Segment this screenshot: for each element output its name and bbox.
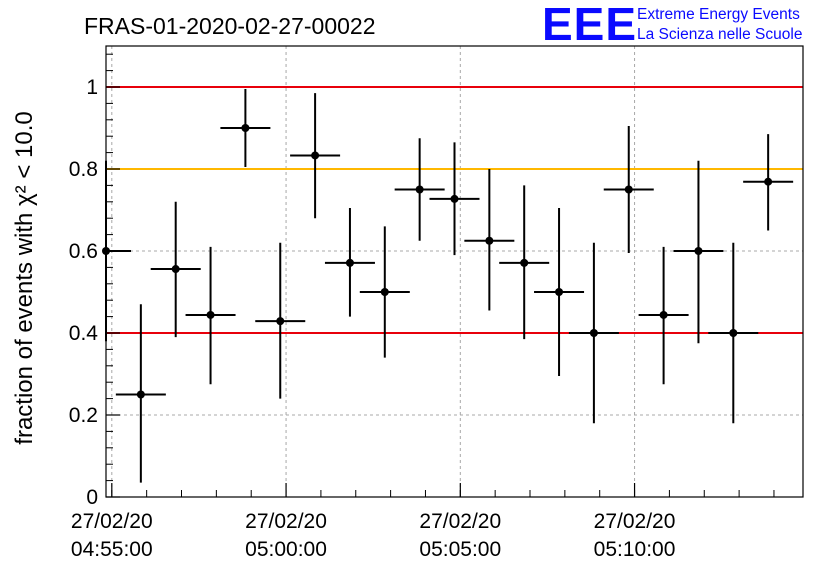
data-point [729,329,738,337]
data-point [764,177,773,186]
data-point [659,310,668,319]
data-point [624,185,633,194]
eee-logo: EEE Extreme Energy Events La Scienza nel… [542,0,802,50]
y-tick-label: 0.2 [69,404,98,427]
x-tick-date: 27/02/20 [245,510,327,533]
logo-line-2: La Scienza nelle Scuole [637,26,802,43]
data-point [450,194,459,203]
data-point [555,288,564,296]
x-tick-date: 27/02/20 [419,510,501,533]
logo-line-1: Extreme Energy Events [637,6,800,23]
x-tick-date: 27/02/20 [594,510,676,533]
y-tick-label: 0.8 [69,158,98,181]
x-tick-time: 05:05:00 [419,538,501,561]
data-point [694,247,703,255]
data-point [380,288,389,296]
data-point [206,310,215,319]
x-tick-time: 04:55:00 [71,538,153,561]
data-point [589,329,598,337]
y-axis-label: fraction of events with χ² < 10.0 [11,111,38,444]
data-point [241,124,250,132]
data-point [171,265,180,274]
data-point [136,390,145,399]
data-layer [102,89,794,483]
y-tick-label: 0.4 [69,322,99,345]
tick-layer: 0 0.2 0.4 0.6 0.8 1 27/02/20 04:55:00 27/02/20 05… [69,53,775,561]
data-point [311,151,320,160]
y-tick-label: 1 [86,76,98,99]
data-point [415,185,424,194]
y-tick-label: 0.6 [69,240,98,263]
chart-title: FRAS-01-2020-02-27-00022 [84,13,376,39]
data-point [485,236,494,245]
x-tick-time: 05:00:00 [245,538,327,561]
data-point [276,317,285,326]
data-point [345,258,354,267]
x-tick-date: 27/02/20 [71,510,153,533]
y-tick-label: 0 [86,486,98,509]
x-tick-time: 05:10:00 [594,538,676,561]
logo-text: EEE [542,0,637,50]
data-point [520,258,529,267]
plot-frame [105,45,804,498]
